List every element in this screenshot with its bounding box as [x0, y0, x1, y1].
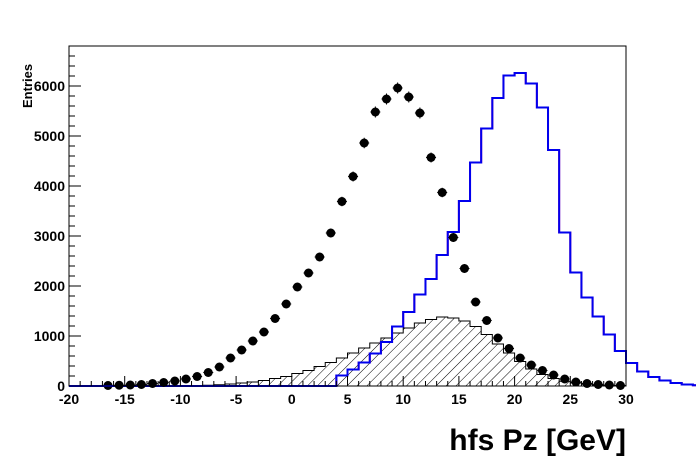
data-point: [125, 380, 135, 390]
data-point: [148, 379, 158, 388]
data-point: [571, 377, 581, 387]
data-point: [192, 372, 202, 381]
x-tick-label: -20: [59, 391, 79, 407]
x-axis-label: hfs Pz [GeV]: [449, 424, 626, 457]
data-point: [537, 366, 547, 375]
data-point: [415, 108, 425, 118]
axis-layer: -20 -15 -10 -5 0 5 10 15 20 25 30 0 1000 2000 3000 4000…: [34, 45, 634, 407]
data-point: [214, 362, 224, 372]
data-point: [226, 353, 236, 363]
x-tick-label: 30: [618, 391, 634, 407]
data-point: [482, 316, 492, 325]
data-point: [448, 233, 458, 242]
y-tick-label: 0: [57, 378, 65, 394]
data-point: [515, 353, 525, 363]
y-tick-label: 2000: [34, 278, 65, 294]
data-point: [504, 344, 514, 353]
data-point: [259, 327, 269, 337]
x-tick-label: 10: [395, 391, 411, 407]
data-point: [370, 107, 380, 117]
y-tick-label: 5000: [34, 128, 65, 144]
data-point: [159, 378, 169, 387]
x-tick-label: -10: [170, 391, 190, 407]
data-point: [203, 368, 213, 377]
y-tick-label: 4000: [34, 178, 65, 194]
data-point: [337, 197, 347, 206]
data-point: [315, 252, 325, 262]
data-point: [549, 370, 559, 380]
x-tick-label: -5: [230, 391, 243, 407]
data-point: [404, 92, 414, 102]
data-point: [237, 345, 247, 355]
data-point: [292, 282, 302, 292]
data-point: [359, 138, 369, 148]
data-point: [381, 94, 391, 104]
y-axis-label: Entries: [20, 64, 35, 108]
data-point: [526, 360, 536, 370]
y-tick-label: 3000: [34, 228, 65, 244]
data-point: [326, 228, 336, 238]
data-point: [248, 336, 258, 346]
x-tick-label: 15: [451, 391, 467, 407]
data-point: [348, 172, 358, 181]
x-tick-label: 5: [344, 391, 352, 407]
data-point: [393, 83, 403, 93]
x-tick-label: 20: [507, 391, 523, 407]
data-point: [136, 380, 146, 389]
data-point: [437, 188, 447, 197]
x-tick-label: 25: [563, 391, 579, 407]
data-point: [604, 380, 614, 390]
data-point: [114, 380, 124, 390]
data-point: [170, 376, 180, 386]
data-point: [281, 299, 291, 309]
y-tick-label: 1000: [34, 328, 65, 344]
y-tick-label: 6000: [34, 78, 65, 94]
data-point: [560, 374, 570, 384]
data-point: [459, 264, 469, 273]
data-point: [582, 379, 592, 388]
data-point: [593, 380, 603, 389]
data-point: [471, 297, 481, 307]
data-point: [270, 314, 280, 323]
x-tick-label: 0: [288, 391, 296, 407]
data-point: [181, 374, 191, 384]
data-point: [304, 268, 314, 278]
x-tick-label: -15: [115, 391, 135, 407]
plot-background: [69, 46, 626, 386]
data-point: [493, 333, 503, 343]
data-point: [426, 153, 436, 162]
